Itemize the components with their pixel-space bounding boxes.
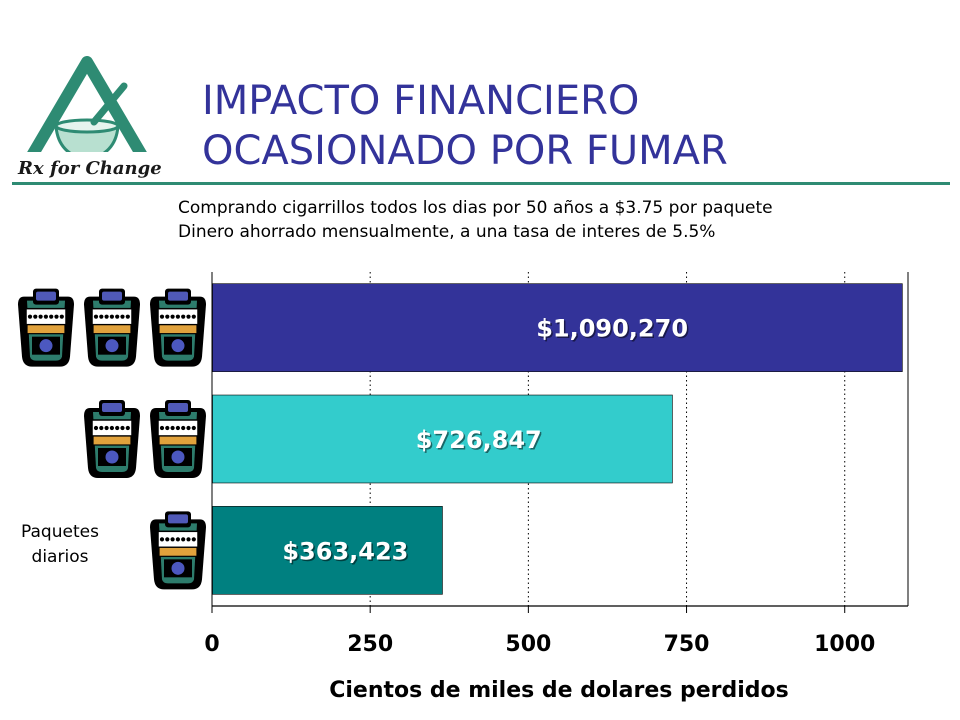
bar-value-label-shadow-0: $1,090,270 xyxy=(538,316,690,344)
bar-value-label-shadow-1: $726,847 xyxy=(417,428,543,456)
x-tick-label-2: 500 xyxy=(505,632,551,657)
bar-1-packs xyxy=(212,506,443,595)
x-tick-label-3: 750 xyxy=(664,632,710,657)
bar-2-packs xyxy=(212,394,673,484)
cigarette-pack-icon xyxy=(150,288,206,367)
packs-label-line-2: diarios xyxy=(31,547,89,567)
bar-value-label-1: $726,847 xyxy=(416,426,542,454)
x-tick-label-4: 1000 xyxy=(814,632,875,657)
x-axis: 0 250 500 750 1000 xyxy=(204,272,909,657)
cigarette-pack-icon xyxy=(150,400,206,478)
bar-value-label-0: $1,090,270 xyxy=(536,315,688,343)
x-tick-label-0: 0 xyxy=(204,632,219,657)
cigarette-pack-icon xyxy=(150,511,206,590)
bar-3-packs xyxy=(212,283,903,372)
bar-value-label-shadow-2: $363,423 xyxy=(284,539,410,567)
subtitle-line-1: Comprando cigarrillos todos los dias por… xyxy=(178,198,773,218)
cigarette-pack-icon xyxy=(18,288,74,367)
title-line-1: IMPACTO FINANCIERO xyxy=(202,78,640,124)
page-title: IMPACTO FINANCIERO OCASIONADO POR FUMAR xyxy=(202,76,728,176)
rx-for-change-logo: Rx for Change xyxy=(12,56,162,182)
cigarette-pack-icon xyxy=(84,400,140,478)
pack-icons xyxy=(18,288,206,590)
title-line-2: OCASIONADO POR FUMAR xyxy=(202,128,728,174)
x-tick-label-1: 250 xyxy=(347,632,393,657)
cigarette-pack-icon xyxy=(84,288,140,367)
title-divider xyxy=(12,182,950,185)
bars: $1,090,270$1,090,270$726,847$726,847$363… xyxy=(212,283,903,595)
chart-subtitle: Comprando cigarrillos todos los dias por… xyxy=(178,196,773,244)
packs-label: Paquetes diarios xyxy=(8,520,112,570)
bar-value-label-2: $363,423 xyxy=(282,537,408,565)
subtitle-line-2: Dinero ahorrado mensualmente, a una tasa… xyxy=(178,222,716,242)
x-axis-title: Cientos de miles de dolares perdidos xyxy=(329,678,789,703)
packs-label-line-1: Paquetes xyxy=(21,522,99,542)
logo-text: Rx for Change xyxy=(17,158,162,179)
